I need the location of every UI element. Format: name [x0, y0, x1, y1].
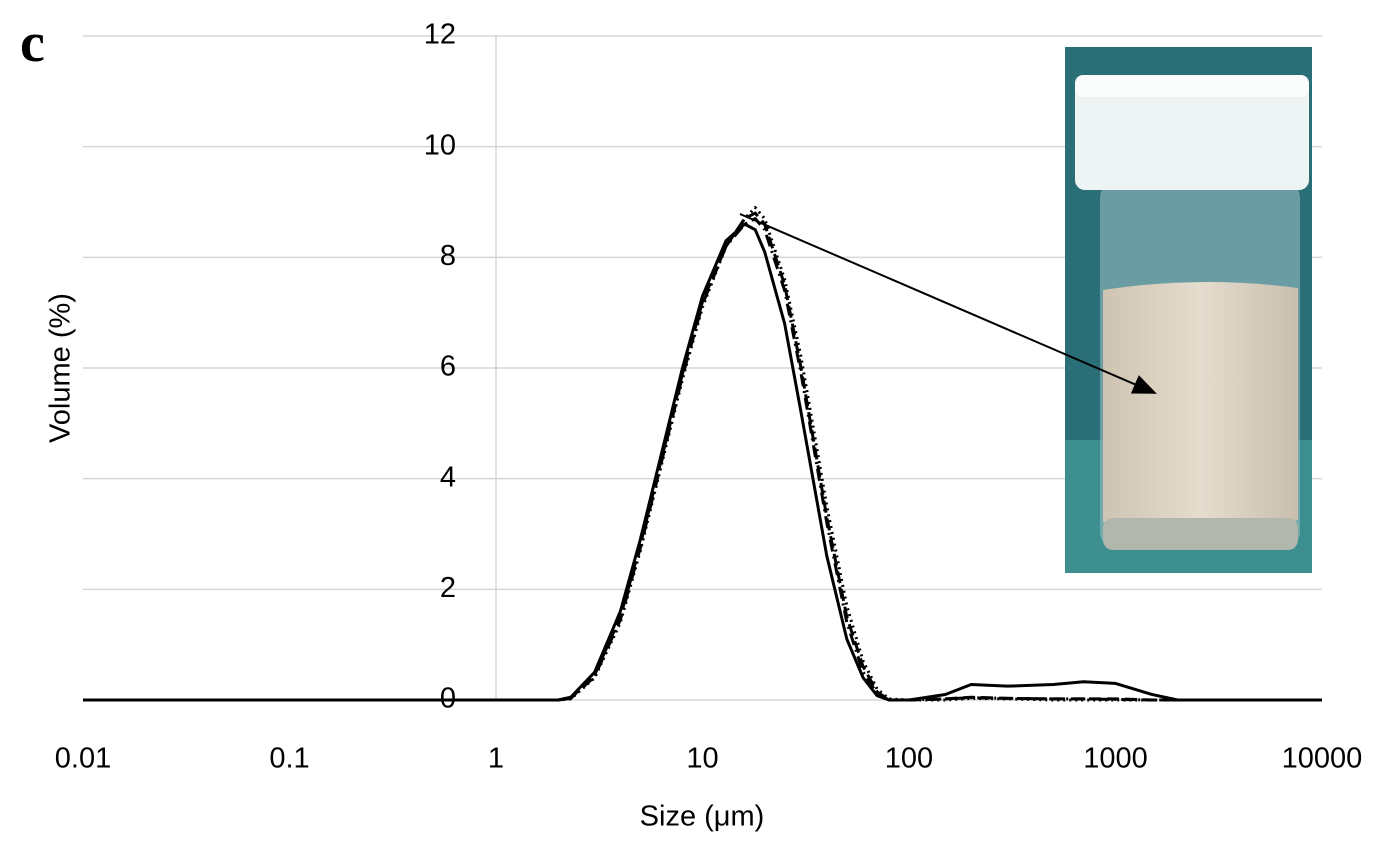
y-tick-label: 4 [440, 461, 456, 493]
data-line [83, 222, 1322, 702]
x-tick-label: 10000 [1282, 743, 1363, 775]
x-tick-label: 1000 [1083, 743, 1148, 775]
y-axis-title: Volume (%) [45, 293, 77, 443]
x-tick-label: 0.1 [269, 743, 309, 775]
data-line [83, 217, 1322, 702]
y-tick-label: 12 [424, 19, 456, 51]
x-tick-label: 100 [885, 743, 933, 775]
y-tick-label: 0 [440, 683, 456, 715]
x-tick-label: 1 [488, 743, 504, 775]
y-tick-label: 2 [440, 572, 456, 604]
annotation-arrow [739, 213, 1157, 394]
inset-photo [1065, 47, 1312, 573]
y-tick-label: 8 [440, 240, 456, 272]
y-tick-label: 10 [424, 129, 456, 161]
y-tick-label: 6 [440, 351, 456, 383]
panel-label: c [20, 12, 45, 74]
x-tick-label: 10 [686, 743, 718, 775]
x-tick-label: 0.01 [55, 743, 111, 775]
x-axis-title: Size (μm) [640, 801, 765, 833]
